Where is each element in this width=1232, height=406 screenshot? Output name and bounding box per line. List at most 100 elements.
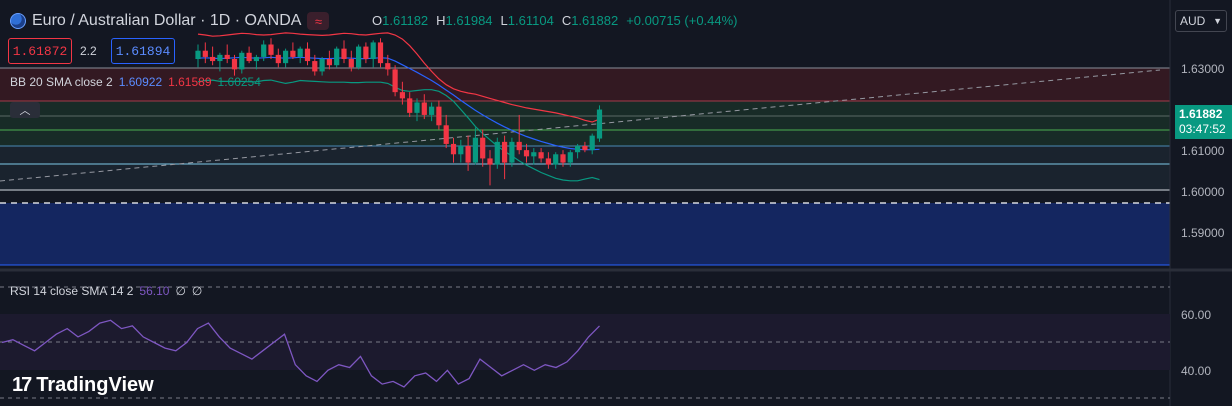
rsi-tick: 60.00 bbox=[1181, 308, 1212, 322]
candle-body bbox=[399, 92, 405, 99]
bb-legend[interactable]: BB 20 SMA close 2 1.60922 1.61589 1.6025… bbox=[10, 76, 261, 88]
ohlc-low-value: 1.61104 bbox=[507, 13, 554, 28]
candle-body bbox=[582, 146, 588, 151]
candle-body bbox=[377, 42, 384, 64]
current-price-value: 1.61882 bbox=[1179, 107, 1223, 121]
current-price-label: 1.61882 03:47:52 bbox=[1175, 105, 1232, 139]
tradingview-logo[interactable]: 17 TradingView bbox=[12, 374, 154, 397]
candle-body bbox=[326, 59, 332, 66]
symbol-title-text: Euro / Australian Dollar · 1D · OANDA bbox=[32, 12, 302, 29]
currency-select[interactable]: AUD ▼ bbox=[1175, 10, 1227, 32]
tradingview-icon: 17 bbox=[12, 374, 32, 396]
rsi-plot bbox=[1, 319, 600, 388]
bb-upper-value: 1.61589 bbox=[168, 75, 212, 89]
bollinger-bands bbox=[197, 32, 600, 182]
candle-body bbox=[217, 54, 223, 62]
candle-body bbox=[429, 106, 435, 115]
chevron-up-icon: ︿ bbox=[19, 105, 31, 117]
candle-body bbox=[458, 146, 464, 155]
candle-body bbox=[575, 146, 581, 153]
currency-select-label: AUD bbox=[1180, 14, 1206, 28]
rsi-legend[interactable]: RSI 14 close SMA 14 2 56.10 ∅ ∅ bbox=[10, 285, 202, 297]
collapse-legend-button[interactable]: ︿ bbox=[10, 102, 40, 118]
candle-body bbox=[275, 54, 281, 64]
candle-body bbox=[253, 56, 259, 62]
countdown-value: 03:47:52 bbox=[1179, 122, 1226, 136]
candle-body bbox=[304, 48, 311, 62]
candle-body bbox=[195, 50, 201, 59]
candle-body bbox=[224, 54, 230, 59]
bb-lower-line bbox=[197, 79, 600, 182]
price-tick: 1.61000 bbox=[1181, 144, 1225, 158]
candle-body bbox=[509, 141, 515, 163]
bb-basis-line bbox=[197, 56, 600, 151]
candle-body bbox=[480, 137, 486, 159]
candle-body bbox=[334, 48, 340, 66]
sell-button[interactable]: 1.61872 bbox=[8, 38, 72, 64]
buy-button[interactable]: 1.61894 bbox=[111, 38, 175, 64]
candle-body bbox=[450, 143, 457, 155]
price-tick: 1.60000 bbox=[1181, 185, 1225, 199]
candle-body bbox=[319, 59, 325, 72]
zone-green bbox=[0, 101, 1170, 146]
candle-body bbox=[502, 141, 508, 163]
candle-body bbox=[487, 158, 493, 165]
candle-body bbox=[567, 152, 573, 163]
candle-body bbox=[210, 56, 216, 62]
candle-body bbox=[268, 44, 274, 55]
ohlc-high-value: 1.61984 bbox=[445, 13, 493, 28]
currency-flag-icon bbox=[10, 13, 26, 29]
bb-upper-line bbox=[197, 32, 600, 123]
rsi-tick: 40.00 bbox=[1181, 364, 1212, 378]
candle-body bbox=[421, 102, 427, 115]
candle-body bbox=[356, 46, 362, 68]
ohlc-open-key: O bbox=[372, 13, 383, 28]
wave-icon[interactable]: ≈ bbox=[307, 12, 330, 30]
candle-body bbox=[516, 141, 522, 151]
candle-body bbox=[202, 50, 208, 57]
candle-body bbox=[297, 48, 303, 57]
candle-body bbox=[407, 98, 413, 113]
ohlc-values: O1.61182 H1.61984 L1.61104 C1.61882 +0.0… bbox=[372, 14, 738, 27]
candle-body bbox=[341, 48, 347, 59]
candle-body bbox=[392, 69, 398, 93]
candle-body bbox=[246, 52, 252, 62]
bb-label: BB 20 SMA close 2 bbox=[10, 75, 113, 89]
candle-body bbox=[523, 150, 530, 157]
spread-value: 2.2 bbox=[80, 44, 97, 58]
candle-body bbox=[545, 158, 551, 165]
ohlc-close-key: C bbox=[561, 13, 572, 28]
candle-body bbox=[231, 59, 238, 70]
zone-gray bbox=[0, 146, 1170, 191]
rsi-extra-1: ∅ bbox=[175, 284, 186, 298]
candle-body bbox=[443, 125, 449, 144]
candle-body bbox=[363, 46, 369, 59]
symbol-title[interactable]: Euro / Australian Dollar · 1D · OANDA ≈ bbox=[10, 12, 330, 30]
candle-body bbox=[494, 141, 500, 165]
bb-lower-value: 1.60254 bbox=[217, 75, 261, 89]
rsi-line bbox=[1, 319, 600, 388]
candles[interactable] bbox=[195, 38, 603, 186]
tradingview-wordmark: TradingView bbox=[36, 374, 154, 396]
change-value: +0.00715 (+0.44%) bbox=[626, 13, 738, 28]
rsi-value: 56.10 bbox=[139, 284, 170, 298]
candle-body bbox=[538, 152, 544, 159]
rsi-label: RSI 14 close SMA 14 2 bbox=[10, 284, 134, 298]
price-tick: 1.59000 bbox=[1181, 226, 1225, 240]
candle-body bbox=[290, 50, 296, 57]
candle-body bbox=[560, 154, 566, 163]
ohlc-low-key: L bbox=[500, 13, 508, 28]
candle-body bbox=[261, 44, 267, 57]
price-tick: 1.63000 bbox=[1181, 62, 1225, 76]
rsi-extra-2: ∅ bbox=[191, 284, 203, 298]
candle-body bbox=[239, 52, 245, 70]
ohlc-high-key: H bbox=[436, 13, 446, 28]
bb-basis-value: 1.60922 bbox=[118, 75, 163, 89]
candle-body bbox=[472, 137, 478, 163]
candle-body bbox=[385, 63, 391, 70]
candle-body bbox=[312, 61, 318, 72]
candle-body bbox=[436, 106, 442, 126]
ohlc-close-value: 1.61882 bbox=[571, 13, 619, 28]
